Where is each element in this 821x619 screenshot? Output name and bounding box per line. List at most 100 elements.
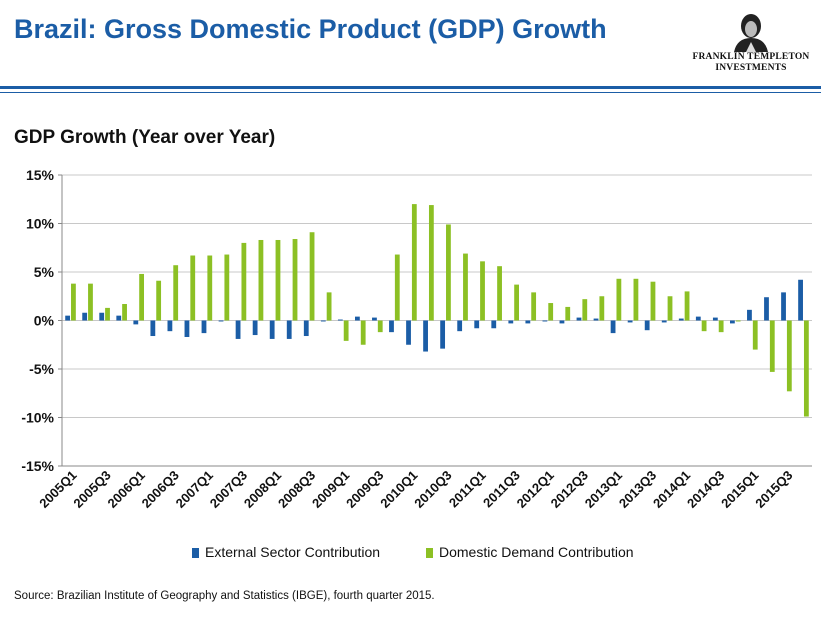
bar-external-2013Q3 [644, 320, 650, 331]
bar-external-2005Q1 [65, 315, 71, 321]
gdp-growth-bar-chart: 15% 10% 5% 0% -5% -10% -15% 2005Q12005Q32006Q1… [21, 167, 812, 511]
bar-domestic-2007Q4 [258, 239, 264, 321]
y-tick-label: 5% [34, 264, 55, 280]
bar-domestic-2011Q2 [497, 266, 502, 321]
bar-domestic-2012Q4 [599, 296, 605, 321]
bar-external-2011Q4 [525, 320, 531, 324]
bar-external-2013Q1 [610, 320, 616, 334]
x-tick-labels: 2005Q12005Q32006Q12006Q32007Q12007Q32008… [36, 468, 795, 511]
y-tick-label: 15% [26, 167, 55, 183]
bar-domestic-2005Q2 [88, 283, 93, 321]
x-tick-label: 2010Q3 [411, 468, 454, 511]
bar-domestic-2008Q1 [275, 239, 281, 321]
bar-external-2009Q4 [389, 320, 394, 333]
bar-external-2005Q4 [116, 315, 122, 321]
bar-domestic-2009Q2 [360, 320, 366, 345]
bar-domestic-2014Q2 [701, 320, 707, 332]
bar-domestic-2008Q2 [292, 239, 298, 321]
bar-external-2015Q4 [798, 279, 803, 321]
bar-external-2009Q3 [372, 317, 377, 321]
bar-domestic-2014Q4 [735, 320, 741, 322]
bar-domestic-2011Q1 [480, 261, 485, 321]
bar-domestic-2013Q4 [667, 296, 673, 321]
bar-external-2009Q2 [354, 316, 360, 321]
legend-label-domestic: Domestic Demand Contribution [439, 544, 634, 560]
bar-external-2013Q2 [627, 320, 633, 323]
source-note: Source: Brazilian Institute of Geography… [14, 590, 435, 602]
y-tick-label: -10% [21, 410, 54, 426]
axes [58, 174, 812, 467]
bar-external-2015Q3 [781, 292, 786, 321]
bar-domestic-2013Q2 [633, 278, 639, 321]
bar-external-2006Q2 [150, 320, 156, 337]
bar-domestic-2007Q1 [207, 255, 213, 321]
bar-external-2014Q1 [678, 318, 684, 321]
bar-external-2006Q1 [133, 320, 139, 325]
bar-domestic-2008Q4 [326, 292, 332, 321]
bar-domestic-2015Q2 [769, 320, 775, 372]
bar-domestic-2005Q3 [105, 307, 110, 321]
bar-domestic-2007Q2 [224, 254, 230, 321]
bar-domestic-2009Q3 [377, 320, 383, 333]
bar-domestic-2010Q2 [428, 205, 434, 321]
y-tick-labels: 15% 10% 5% 0% -5% -10% -15% [21, 167, 54, 474]
header-rule-thin [0, 92, 821, 93]
bar-external-2007Q4 [252, 320, 258, 336]
bar-domestic-2010Q4 [463, 253, 468, 321]
bar-external-2012Q4 [593, 318, 599, 321]
bar-domestic-2012Q3 [582, 299, 588, 321]
bar-external-2011Q1 [474, 320, 480, 329]
legend-swatch-external [192, 548, 199, 558]
bar-domestic-2015Q3 [786, 320, 792, 392]
bar-external-2007Q3 [235, 320, 241, 339]
legend-item-domestic: Domestic Demand Contribution [426, 544, 634, 560]
bar-domestic-2015Q1 [752, 320, 758, 350]
bar-external-2006Q3 [167, 320, 173, 332]
bar-domestic-2006Q1 [139, 273, 145, 321]
bar-external-2015Q2 [764, 297, 769, 321]
bar-external-2010Q4 [457, 320, 463, 332]
bar-external-2014Q4 [729, 320, 735, 324]
header-rule-thick [0, 86, 821, 89]
bar-external-2005Q3 [99, 312, 105, 321]
bar-external-2011Q3 [508, 320, 514, 324]
bars [65, 204, 809, 417]
bar-external-2011Q2 [491, 320, 497, 329]
bar-external-2012Q2 [559, 320, 565, 324]
bar-domestic-2007Q3 [241, 242, 247, 321]
bar-external-2013Q4 [661, 320, 667, 323]
bar-external-2006Q4 [184, 320, 190, 337]
bar-external-2008Q2 [286, 320, 292, 339]
bar-domestic-2011Q4 [531, 292, 537, 321]
y-tick-label: 10% [26, 216, 55, 232]
bar-external-2012Q3 [576, 317, 582, 321]
bar-external-2008Q4 [320, 320, 326, 322]
bar-domestic-2009Q1 [343, 320, 349, 341]
bar-domestic-2015Q4 [803, 320, 809, 417]
legend-swatch-domestic [426, 548, 433, 558]
bar-domestic-2010Q3 [446, 224, 451, 321]
bar-domestic-2008Q3 [309, 232, 315, 321]
bar-domestic-2006Q4 [190, 255, 196, 321]
bar-domestic-2010Q1 [411, 204, 417, 321]
y-tick-label: 0% [34, 313, 55, 329]
franklin-templeton-logo: FRANKLIN TEMPLETON INVESTMENTS [690, 12, 812, 78]
bar-external-2010Q3 [440, 320, 446, 349]
logo-text-line1: FRANKLIN TEMPLETON [692, 52, 810, 62]
bar-domestic-2012Q2 [565, 306, 571, 321]
chart-title: GDP Growth (Year over Year) [14, 127, 276, 148]
page-title: Brazil: Gross Domestic Product (GDP) Gro… [14, 14, 607, 44]
bar-domestic-2009Q4 [394, 254, 400, 321]
bar-domestic-2014Q1 [684, 291, 690, 321]
bar-external-2007Q2 [218, 320, 224, 322]
bar-domestic-2005Q4 [122, 304, 127, 321]
logo-text-line2: INVESTMENTS [715, 63, 787, 73]
bar-external-2007Q1 [201, 320, 207, 334]
bar-external-2005Q2 [82, 312, 88, 321]
bar-domestic-2013Q1 [616, 278, 622, 321]
bar-domestic-2011Q3 [514, 284, 520, 321]
bar-external-2010Q2 [423, 320, 428, 352]
x-tick-label: 2015Q3 [752, 468, 795, 511]
bar-domestic-2006Q3 [173, 265, 179, 321]
bar-external-2008Q3 [303, 320, 309, 337]
